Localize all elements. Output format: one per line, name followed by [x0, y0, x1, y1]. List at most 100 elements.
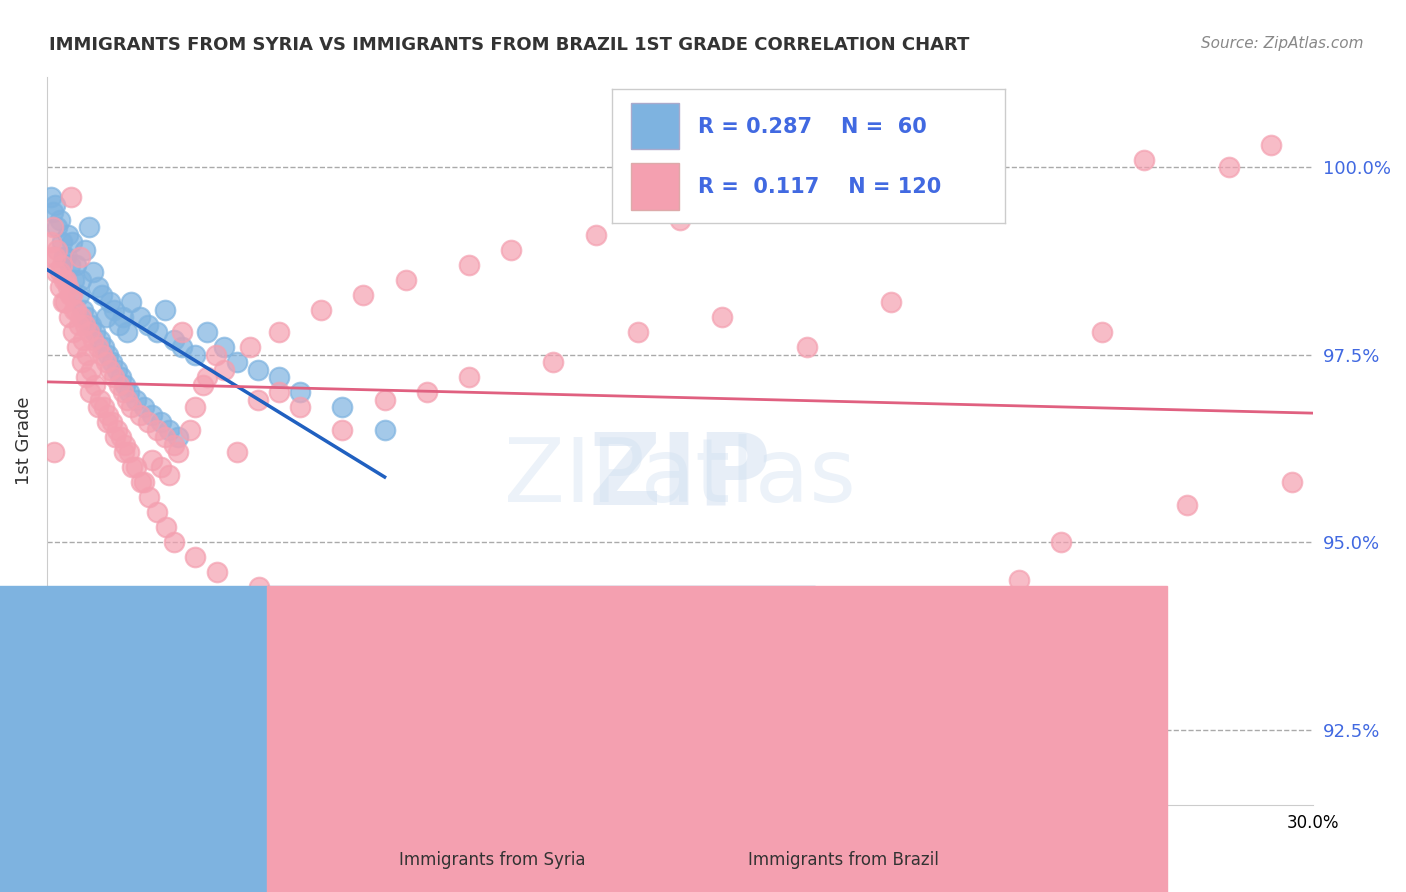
Point [107, 377, 129, 392]
Text: ZIPatlas: ZIPatlas [505, 434, 856, 521]
Point [86, 280, 108, 294]
Point [212, 340, 235, 354]
Point [195, 370, 218, 384]
Point [183, 401, 205, 415]
Point [501, 640, 523, 655]
Point [115, 392, 138, 407]
Point [191, 377, 214, 392]
Point [76, 348, 98, 362]
Point [374, 423, 396, 437]
Point [89, 392, 111, 407]
Point [332, 423, 354, 437]
Point [225, 355, 247, 369]
Point [922, 715, 945, 730]
Point [52, 273, 75, 287]
Point [118, 385, 141, 400]
Point [89, 333, 111, 347]
Point [141, 408, 163, 422]
Point [120, 295, 142, 310]
Point [128, 310, 150, 325]
Point [69, 310, 91, 325]
Point [332, 610, 354, 624]
Point [170, 340, 193, 354]
Point [1281, 475, 1303, 490]
Point [103, 370, 125, 384]
Point [65, 302, 87, 317]
Point [1133, 153, 1156, 167]
Point [110, 430, 132, 444]
Point [163, 535, 186, 549]
Point [627, 326, 650, 340]
Point [669, 670, 692, 684]
Point [195, 326, 218, 340]
Point [416, 625, 439, 640]
Point [49, 280, 72, 294]
Point [69, 273, 91, 287]
Point [204, 348, 226, 362]
Point [56, 227, 79, 242]
Point [288, 401, 311, 415]
Point [145, 423, 167, 437]
Point [124, 392, 146, 407]
Point [458, 258, 481, 272]
Text: R = 0.287    N =  60: R = 0.287 N = 60 [699, 117, 927, 136]
Point [247, 580, 270, 594]
Point [136, 415, 159, 429]
Point [67, 318, 90, 332]
Point [84, 377, 107, 392]
Point [166, 430, 188, 444]
Point [121, 460, 143, 475]
Text: ZIP: ZIP [589, 429, 772, 526]
Point [184, 550, 207, 565]
Text: Immigrants from Brazil: Immigrants from Brazil [748, 851, 939, 869]
Point [84, 326, 107, 340]
Point [183, 348, 205, 362]
Point [96, 415, 118, 429]
Point [48, 213, 70, 227]
Point [72, 302, 94, 317]
Point [70, 355, 93, 369]
Point [80, 318, 103, 332]
Point [48, 265, 70, 279]
Point [82, 265, 104, 279]
Point [77, 326, 100, 340]
Point [212, 363, 235, 377]
Point [238, 340, 260, 354]
Point [44, 251, 66, 265]
Point [332, 401, 354, 415]
Point [311, 302, 333, 317]
Point [82, 333, 104, 347]
Point [124, 460, 146, 475]
Point [1050, 535, 1073, 549]
Point [114, 377, 136, 392]
Point [60, 235, 83, 250]
Point [62, 326, 84, 340]
Point [1177, 498, 1199, 512]
Point [112, 445, 135, 459]
Point [59, 258, 82, 272]
Point [51, 258, 73, 272]
Point [56, 280, 79, 294]
Point [129, 475, 152, 490]
Point [110, 370, 132, 384]
Point [66, 340, 89, 354]
Point [153, 430, 176, 444]
Point [45, 265, 67, 279]
Point [246, 363, 269, 377]
Point [44, 198, 66, 212]
Point [754, 685, 776, 699]
Point [267, 370, 290, 384]
Point [53, 295, 76, 310]
Point [79, 385, 101, 400]
Point [162, 438, 184, 452]
Point [155, 520, 177, 534]
Point [114, 438, 136, 452]
Bar [631, 103, 679, 149]
Point [353, 288, 375, 302]
Point [585, 227, 607, 242]
Point [41, 251, 63, 265]
Point [90, 288, 112, 302]
Point [67, 288, 90, 302]
Point [105, 423, 128, 437]
Point [51, 235, 73, 250]
